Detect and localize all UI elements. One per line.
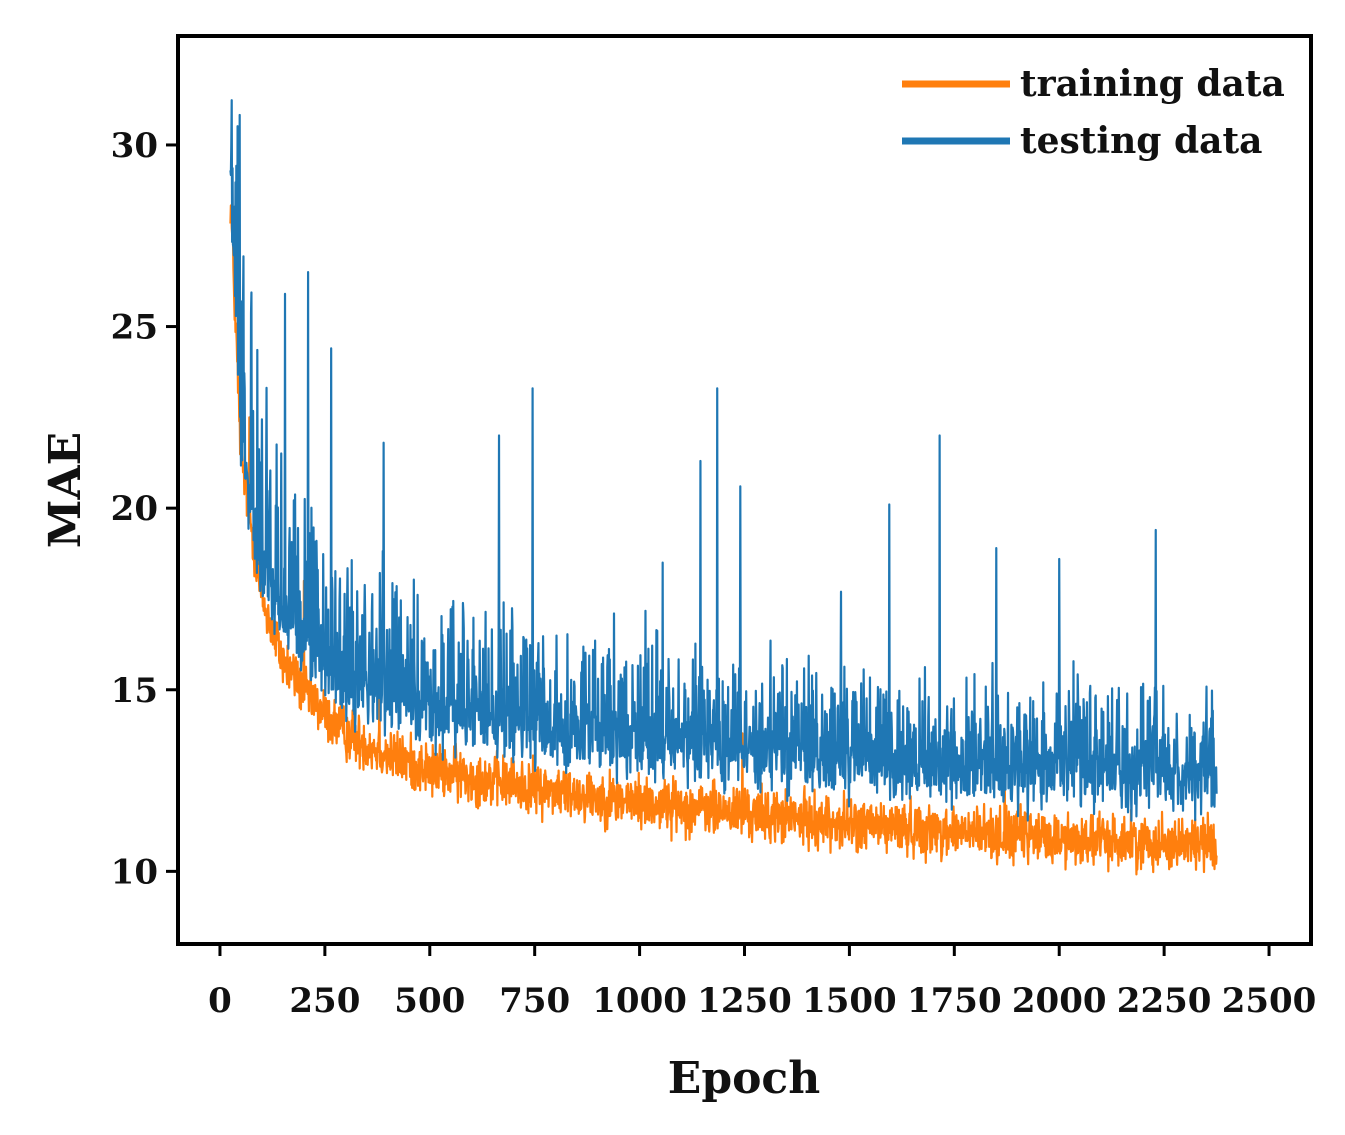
series-line-training	[229, 204, 1218, 876]
y-tick-label: 30	[111, 126, 158, 166]
legend-label-testing: testing data	[1020, 120, 1262, 162]
x-tick-label: 1500	[802, 981, 897, 1021]
x-tick-label: 2500	[1222, 981, 1317, 1021]
y-tick-label: 10	[111, 852, 158, 892]
x-tick-label: 250	[289, 981, 360, 1021]
x-tick-label: 750	[499, 981, 570, 1021]
x-tick-label: 500	[394, 981, 465, 1021]
x-tick-label: 1250	[697, 981, 792, 1021]
y-tick-label: 20	[111, 489, 158, 529]
x-tick-label: 2250	[1117, 981, 1212, 1021]
y-tick-label: 15	[111, 671, 158, 711]
y-axis-title: MAE	[40, 432, 91, 548]
x-tick-label: 1000	[592, 981, 687, 1021]
x-tick-label: 1750	[907, 981, 1002, 1021]
legend-label-training: training data	[1020, 63, 1285, 105]
x-tick-label: 2000	[1012, 981, 1107, 1021]
x-axis-title: Epoch	[668, 1053, 820, 1104]
y-tick-label: 25	[111, 308, 158, 348]
legend: training data testing data	[902, 63, 1285, 162]
x-tick-label: 0	[208, 981, 232, 1021]
series-line-testing	[229, 99, 1218, 822]
